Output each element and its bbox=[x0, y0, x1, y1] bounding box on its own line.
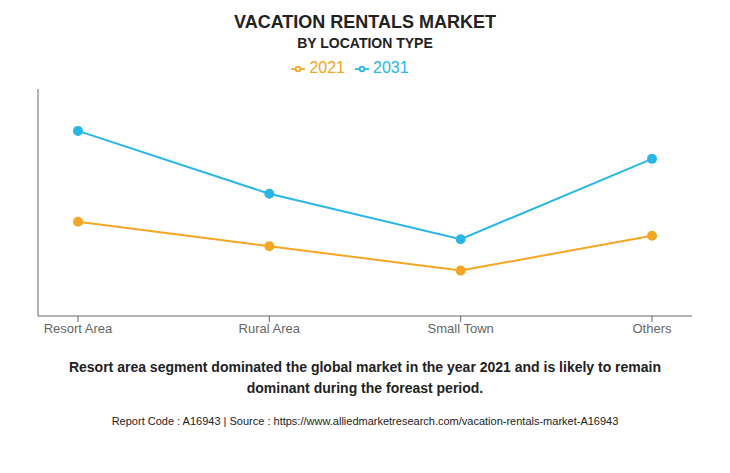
svg-text:Resort Area: Resort Area bbox=[44, 321, 113, 336]
html-text:BY LOCATION TYPE: BY LOCATION TYPE bbox=[297, 35, 433, 51]
svg-text:Small Town: Small Town bbox=[428, 321, 494, 336]
svg-text:Others: Others bbox=[632, 321, 672, 336]
html-text:VACATION RENTALS MARKET: VACATION RENTALS MARKET bbox=[234, 12, 496, 32]
html-text:2031: 2031 bbox=[373, 59, 409, 76]
html-text:Resort area segment dominated: Resort area segment dominated the global… bbox=[68, 359, 661, 396]
html-text:2021: 2021 bbox=[309, 59, 345, 76]
html-text:Report Code : A16943 | Source: Report Code : A16943 | Source : https://… bbox=[111, 415, 619, 427]
svg-text:Rural Area: Rural Area bbox=[239, 321, 301, 336]
